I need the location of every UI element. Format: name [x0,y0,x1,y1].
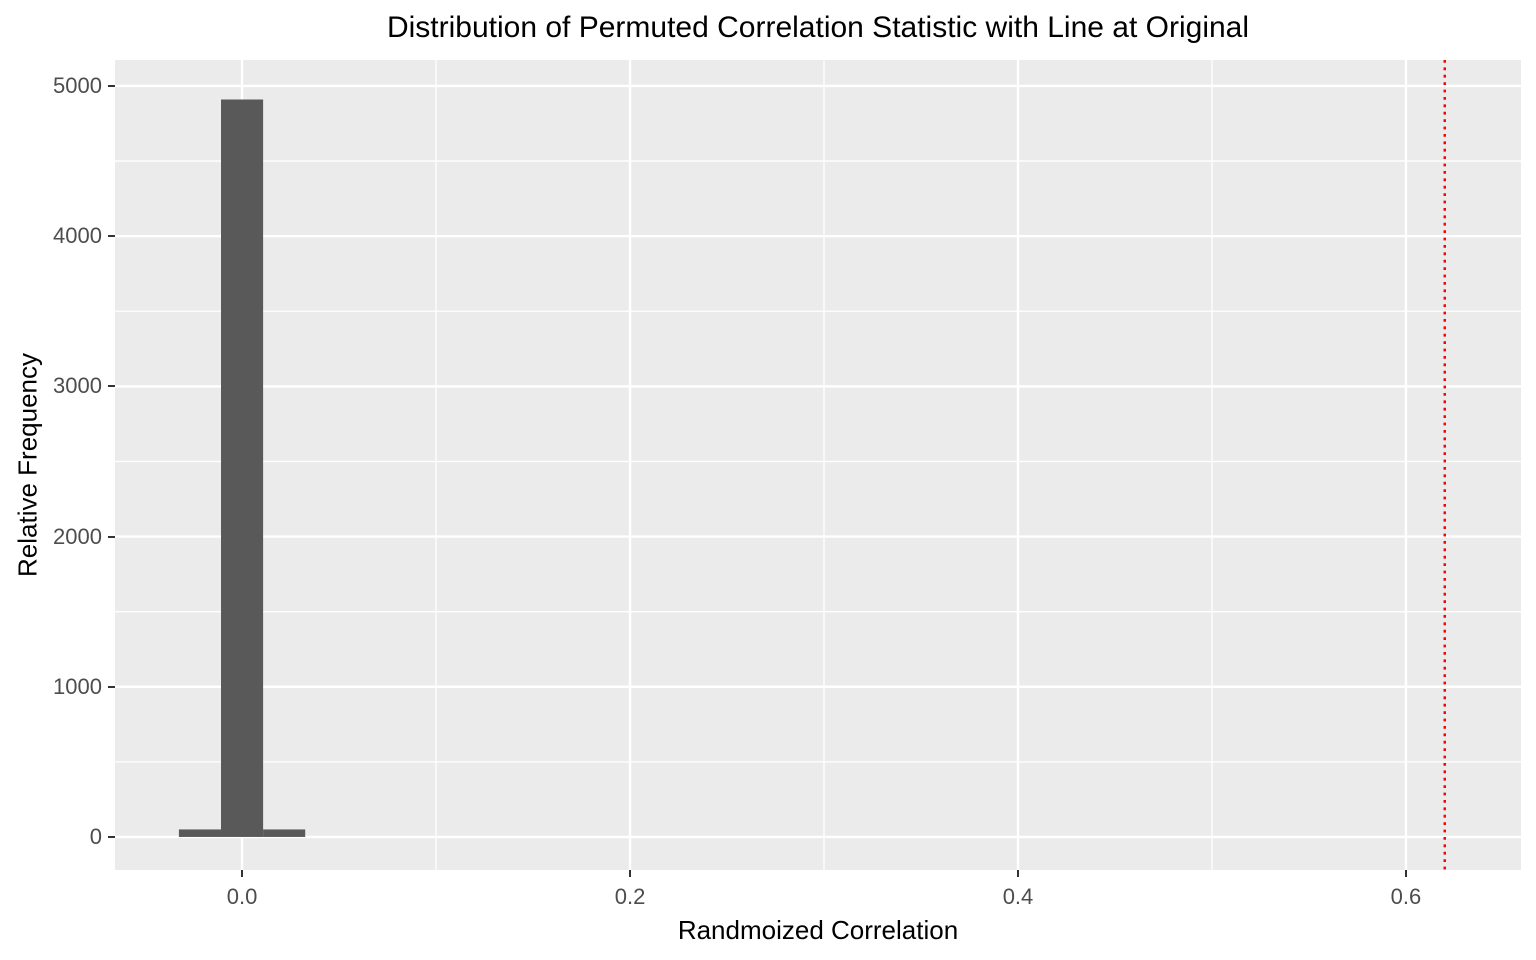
histogram-bar [263,829,306,837]
y-tick-label: 2000 [53,523,102,549]
y-axis-tick [108,84,115,87]
y-tick-label: 1000 [53,673,102,699]
x-tick-label: 0.6 [1390,884,1422,909]
x-axis-tick [1404,870,1407,877]
x-tick-label: 0.2 [614,884,646,909]
y-axis-tick [108,235,115,238]
chart-canvas [115,60,1521,870]
x-axis-tick [1016,870,1019,877]
y-axis-tick [108,835,115,838]
x-tick-label: 0.4 [1002,884,1034,909]
x-axis-title: Randmoized Correlation [677,915,959,945]
x-axis-tick [241,870,244,877]
y-axis-tick [108,385,115,388]
x-tick-label: 0.0 [226,884,258,909]
x-axis-tick [629,870,632,877]
y-axis-tick [108,685,115,688]
y-tick-label: 0 [89,823,102,849]
histogram-bar [221,99,264,837]
plot-title: Distribution of Permuted Correlation Sta… [386,11,1250,44]
y-axis-title: Relative Frequency [12,353,43,577]
histogram-bar [178,829,222,837]
y-axis-tick [108,535,115,538]
y-tick-label: 5000 [53,72,102,98]
plot-panel [115,60,1521,870]
y-tick-label: 3000 [53,373,102,399]
y-tick-label: 4000 [53,223,102,249]
